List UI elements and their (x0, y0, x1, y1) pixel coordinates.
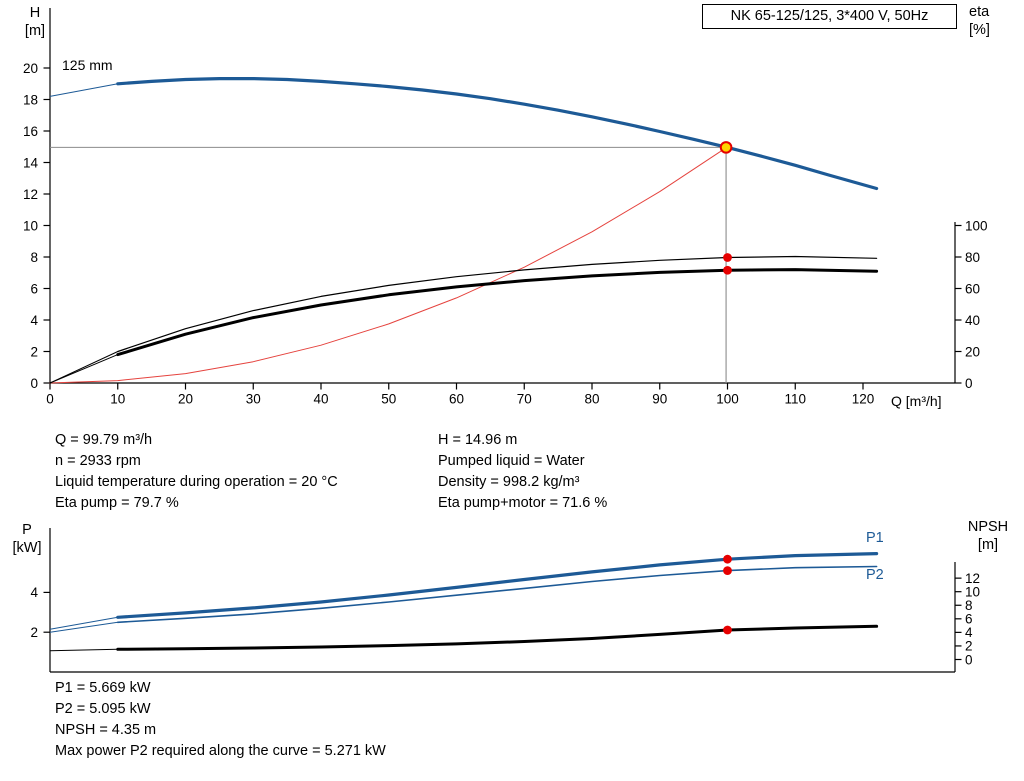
npsh-axis-tick-label: 4 (965, 625, 973, 640)
q-axis-tick-label: 0 (46, 392, 54, 407)
pump-type-title-box: NK 65-125/125, 3*400 V, 50Hz (702, 4, 957, 29)
info-line-q: Q = 99.79 m³/h (55, 432, 153, 448)
q-axis-tick-label: 10 (110, 392, 125, 407)
eta-pump-curve (117, 255, 878, 353)
eta-axis-tick-label: 100 (965, 218, 988, 233)
q-axis-tick-label: 60 (449, 392, 464, 407)
npsh-axis-tick-label: 12 (965, 571, 980, 586)
p-axis-title: P [kW] (12, 522, 42, 556)
info-line-p2: P2 = 5.095 kW (55, 701, 151, 717)
q-axis-tick-label: 40 (313, 392, 328, 407)
duty-point-marker (723, 554, 732, 564)
eta-pump-motor-curve (116, 268, 879, 357)
p2-curve-label: P2 (866, 567, 884, 583)
p1-curve-label: P1 (866, 530, 884, 546)
q-axis-tick-label: 80 (584, 392, 599, 407)
q-axis-tick-label: 90 (652, 392, 667, 407)
p2-lead-line (49, 621, 118, 633)
operating-point-marker[interactable] (719, 141, 733, 154)
info-line-npsh: NPSH = 4.35 m (55, 722, 157, 738)
eta-axis-tick-label: 0 (965, 376, 973, 391)
chart-canvas: 0246810121416182002040608010024024681012… (23, 8, 988, 673)
info-line-temp: Liquid temperature during operation = 20… (55, 474, 338, 490)
duty-point-marker (723, 625, 732, 635)
eta-axis-tick-label: 40 (965, 313, 980, 328)
info-line-eta-pump-motor: Eta pump+motor = 71.6 % (438, 495, 608, 511)
info-line-max-power: Max power P2 required along the curve = … (55, 743, 386, 759)
info-line-density: Density = 998.2 kg/m³ (438, 474, 580, 490)
h-axis-title: H [m] (24, 5, 46, 39)
info-line-n: n = 2933 rpm (55, 453, 141, 469)
npsh-axis-tick-label: 10 (965, 585, 980, 600)
h-axis-tick-label: 14 (23, 155, 39, 170)
q-axis-tick-label: 120 (852, 392, 875, 407)
power-info-block: P1 = 5.669 kW P2 = 5.095 kW NPSH = 4.35 … (55, 678, 386, 762)
h-axis-tick-label: 16 (23, 124, 38, 139)
q-axis-tick-label: 100 (716, 392, 739, 407)
p1-curve (116, 551, 879, 619)
npsh-axis-tick-label: 8 (965, 598, 973, 613)
q-axis-tick-label: 110 (784, 392, 806, 407)
q-axis-tick-label: 20 (178, 392, 193, 407)
head-curve (116, 76, 879, 191)
npsh-curve (116, 624, 879, 651)
eta-axis-tick-label: 80 (965, 250, 980, 265)
q-axis-tick-label: 30 (246, 392, 261, 407)
q-axis-title: Q [m³/h] (891, 393, 942, 409)
h-axis-tick-label: 6 (30, 281, 38, 296)
h-axis-tick-label: 18 (23, 92, 38, 107)
npsh-axis-tick-label: 2 (965, 639, 973, 654)
info-line-p1: P1 = 5.669 kW (55, 680, 151, 696)
h-axis-tick-label: 2 (30, 344, 38, 359)
info-line-eta-pump: Eta pump = 79.7 % (55, 495, 179, 511)
p2-curve (117, 565, 878, 624)
h-axis-tick-label: 12 (23, 187, 38, 202)
h-axis-tick-label: 8 (30, 250, 38, 265)
info-line-h: H = 14.96 m (438, 432, 518, 448)
eta-axis-tick-label: 20 (965, 344, 980, 359)
npsh-axis-title: NPSH [m] (967, 519, 1009, 553)
npsh-axis-tick-label: 0 (965, 652, 973, 667)
info-line-liquid: Pumped liquid = Water (438, 453, 585, 469)
eta-pump-motor-lead-line (49, 354, 118, 384)
eta-axis-title: eta [%] (969, 4, 990, 38)
duty-point-marker (723, 265, 732, 275)
eta-axis-tick-label: 60 (965, 281, 980, 296)
duty-point-marker (723, 253, 732, 262)
p-axis-tick-label: 2 (30, 625, 38, 640)
q-axis-tick-label: 50 (381, 392, 396, 407)
system-curve-curve (49, 146, 728, 384)
head-lead-line (49, 83, 118, 97)
duty-info-right-column: H = 14.96 m Pumped liquid = Water Densit… (438, 430, 607, 514)
npsh-lead-line (49, 648, 118, 652)
duty-info-left-column: Q = 99.79 m³/h n = 2933 rpm Liquid tempe… (55, 430, 338, 514)
npsh-axis-tick-label: 6 (965, 612, 973, 627)
h-axis-tick-label: 10 (23, 218, 38, 233)
impeller-diameter-annotation: 125 mm (62, 57, 113, 73)
q-axis-tick-label: 70 (517, 392, 532, 407)
duty-point-marker (723, 566, 732, 576)
p1-lead-line (49, 616, 118, 630)
h-axis-tick-label: 20 (23, 61, 38, 76)
h-axis-tick-label: 4 (30, 313, 38, 328)
p-axis-tick-label: 4 (30, 585, 38, 600)
h-axis-tick-label: 0 (30, 376, 38, 391)
